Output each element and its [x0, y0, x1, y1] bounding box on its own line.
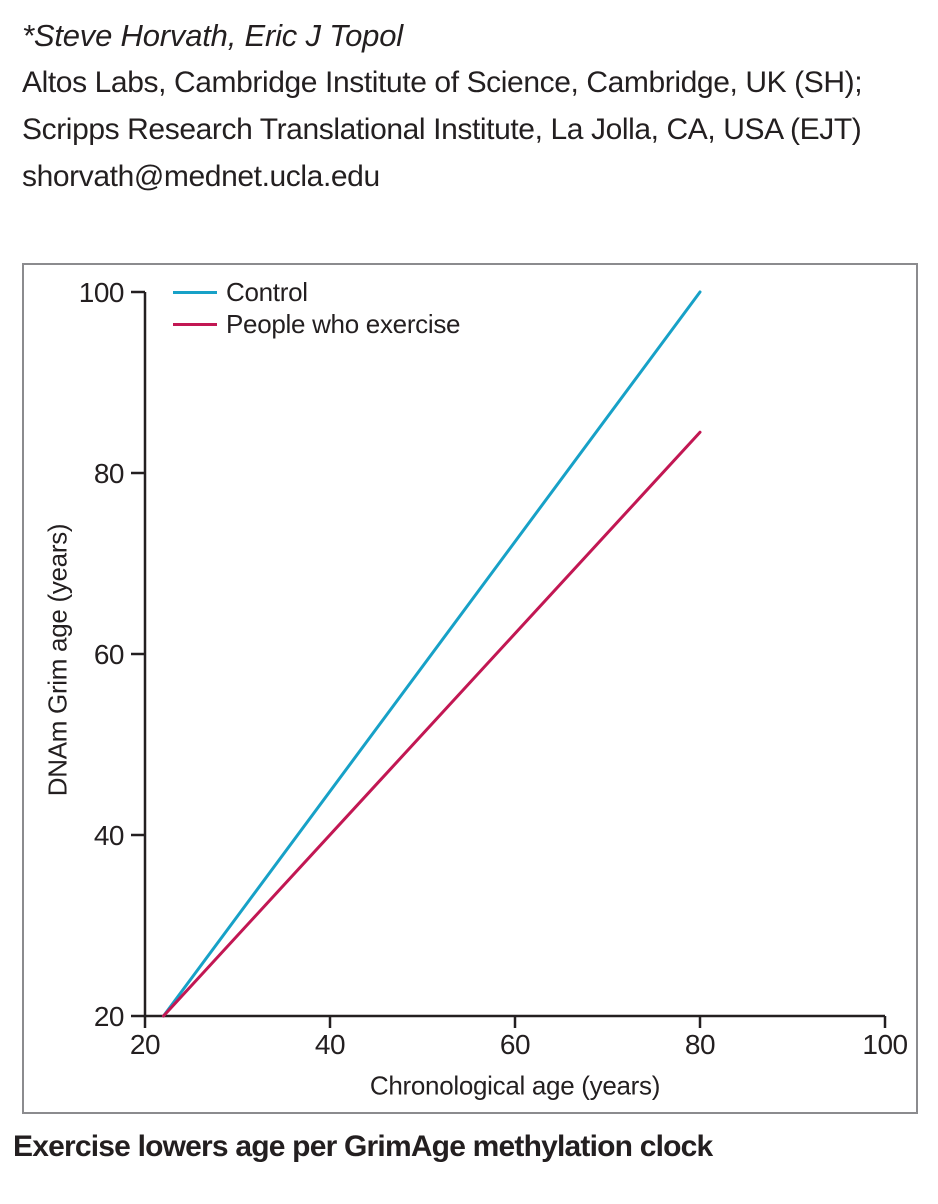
y-tick-label: 20 — [94, 1001, 124, 1032]
series-line-control — [162, 290, 702, 1018]
legend-line-swatch-exercise — [173, 322, 217, 326]
x-tick-label: 40 — [315, 1029, 345, 1060]
x-tick-label: 60 — [500, 1029, 530, 1060]
y-tick-label: 80 — [94, 458, 124, 489]
y-tick-label: 60 — [94, 639, 124, 670]
figure-caption: Exercise lowers age per GrimAge methylat… — [13, 1130, 713, 1163]
x-axis-title: Chronological age (years) — [369, 1070, 661, 1101]
x-tick-label: 100 — [862, 1029, 907, 1060]
y-tick-label: 40 — [94, 820, 124, 851]
legend-label-control: Control — [226, 276, 308, 307]
y-tick-label: 100 — [79, 277, 124, 308]
affiliation-line-2: Scripps Research Translational Institute… — [22, 113, 862, 146]
chart-figure: 20 40 60 80 100 20 40 60 80 100 DNAm Grim age (ye… — [22, 263, 918, 1114]
y-axis-title: DNAm Grim age (years) — [42, 523, 73, 797]
plot-area: 20 40 60 80 100 20 40 60 80 100 — [79, 277, 908, 1060]
author-block: *Steve Horvath, Eric J Topol Altos Labs,… — [22, 12, 927, 200]
authors-line: *Steve Horvath, Eric J Topol — [22, 18, 403, 53]
x-tick-label: 20 — [130, 1029, 160, 1060]
axis-spine — [143, 292, 885, 1018]
series-line-people-who-exercise — [162, 430, 702, 1018]
chart-legend: Control People who exercise — [173, 276, 461, 340]
email-address: shorvath@mednet.ucla.edu — [22, 160, 380, 193]
x-tick-label: 80 — [685, 1029, 715, 1060]
legend-item-exercise: People who exercise — [173, 308, 461, 340]
legend-line-swatch-control — [173, 290, 217, 294]
legend-label-exercise: People who exercise — [226, 308, 461, 339]
legend-item-control: Control — [173, 276, 460, 308]
affiliation-line-1: Altos Labs, Cambridge Institute of Scien… — [22, 66, 863, 99]
